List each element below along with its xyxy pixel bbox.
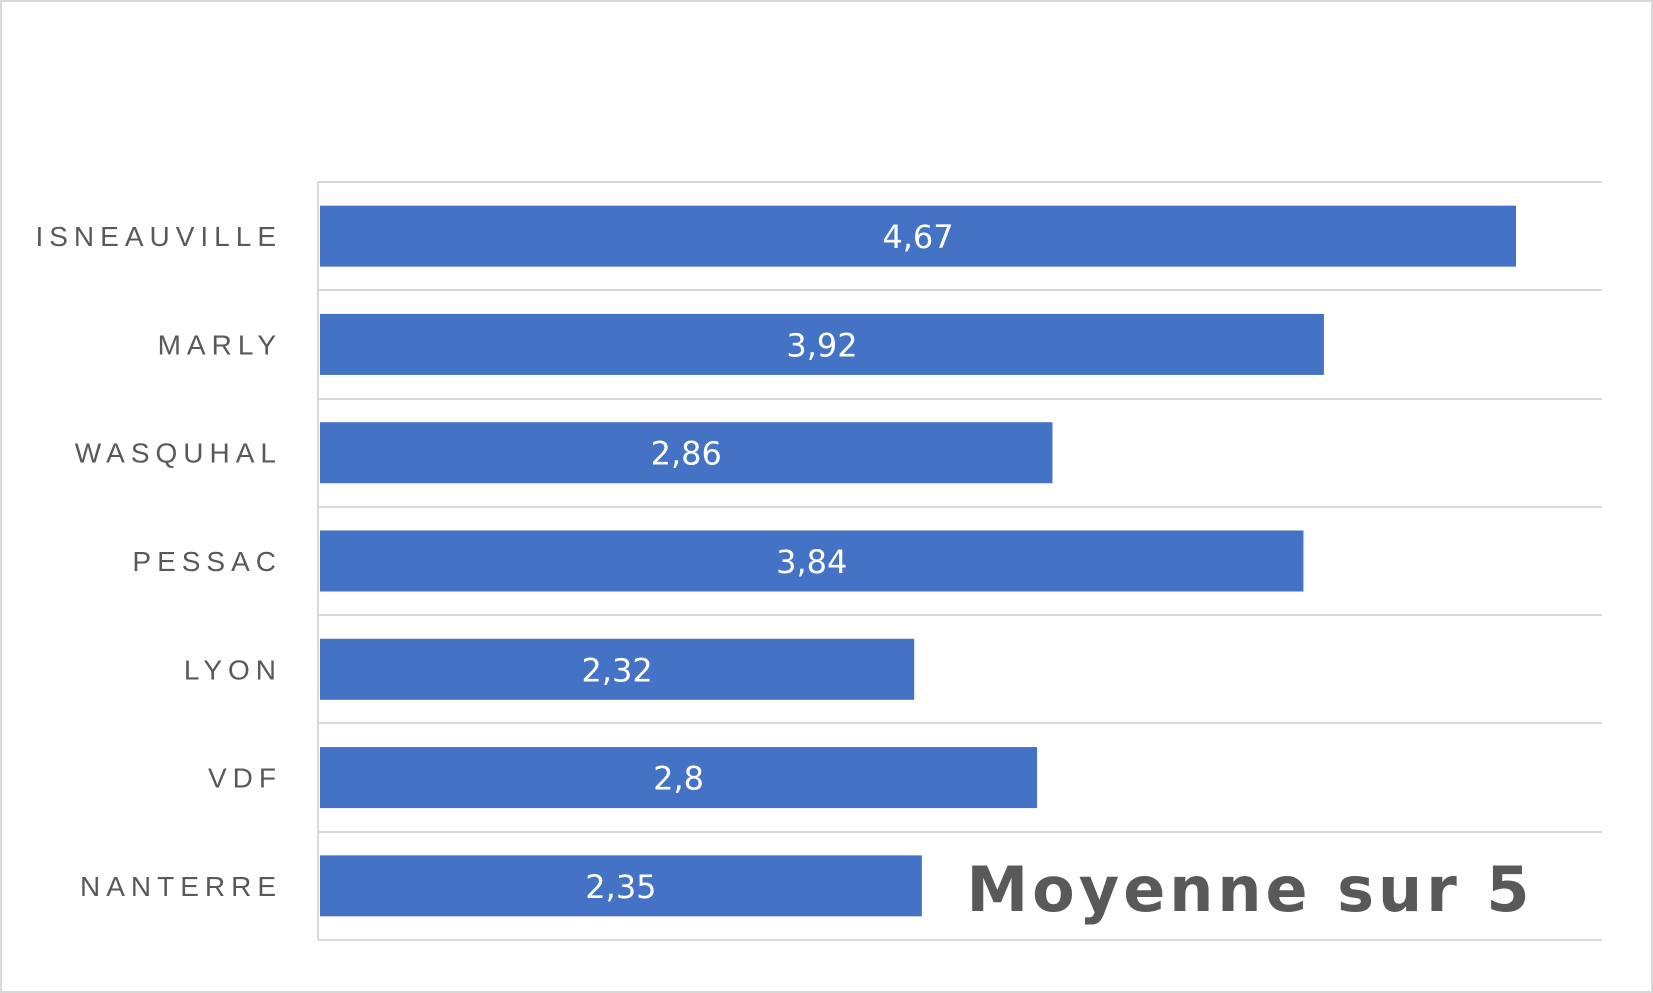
bar-isneauville: [320, 205, 1516, 267]
data-label-lyon: 2,32: [581, 651, 652, 689]
bar-wasquhal: [320, 422, 1053, 484]
category-labels: ISNEAUVILLE MARLY WASQUHAL PESSAC LYON VDF NAN…: [35, 221, 282, 902]
gridlines: [317, 181, 1602, 941]
category-label-wasquhal: WASQUHAL: [75, 438, 282, 469]
data-label-isneauville: 4,67: [882, 218, 953, 256]
chart-title: Moyenne sur 5: [966, 853, 1533, 926]
bar-pessac: [320, 530, 1304, 592]
data-label-nanterre: 2,35: [585, 868, 656, 906]
category-label-lyon: LYON: [184, 654, 282, 685]
bar-nanterre: [320, 855, 922, 917]
data-label-pessac: 3,84: [776, 543, 847, 581]
bars: [320, 205, 1516, 917]
category-label-marly: MARLY: [158, 329, 282, 360]
data-label-marly: 3,92: [786, 326, 857, 364]
category-label-nanterre: NANTERRE: [80, 871, 282, 902]
data-label-vdf: 2,8: [653, 760, 704, 798]
bar-lyon: [320, 638, 915, 700]
bar-marly: [320, 313, 1324, 375]
category-label-vdf: VDF: [208, 763, 282, 794]
category-label-pessac: PESSAC: [132, 546, 282, 577]
data-label-wasquhal: 2,86: [651, 435, 722, 473]
category-label-isneauville: ISNEAUVILLE: [35, 221, 282, 252]
data-labels: 4,67 3,92 2,86 3,84 2,32 2,8 2,35: [581, 218, 953, 906]
bar-vdf: [320, 747, 1038, 809]
